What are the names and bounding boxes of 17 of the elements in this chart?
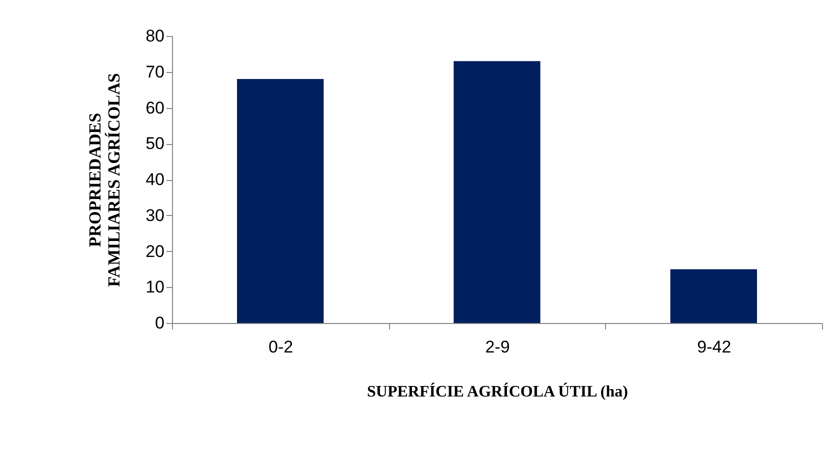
y-tick-label: 40 <box>146 170 164 189</box>
y-tick-label: 20 <box>146 242 164 261</box>
bar <box>237 79 324 323</box>
y-tick-label: 10 <box>146 278 164 297</box>
x-tick-label: 9-42 <box>697 338 732 356</box>
y-tick-label: 70 <box>146 62 164 82</box>
x-tick-label: 2-9 <box>485 338 510 356</box>
y-axis-title: PROPRIEDADES FAMILIARES AGRÍCOLAS <box>86 73 124 287</box>
y-tick-label: 30 <box>146 206 164 225</box>
y-tick-label: 50 <box>146 134 164 154</box>
bar <box>454 61 540 323</box>
x-tick-label: 0-2 <box>268 338 294 356</box>
bar <box>670 269 757 323</box>
y-tick-label: 80 <box>146 26 164 46</box>
y-tick-label: 0 <box>155 314 164 332</box>
x-axis-title: SUPERFÍCIE AGRÍCOLA ÚTIL (ha) <box>367 382 628 400</box>
y-tick-label: 60 <box>146 98 164 118</box>
